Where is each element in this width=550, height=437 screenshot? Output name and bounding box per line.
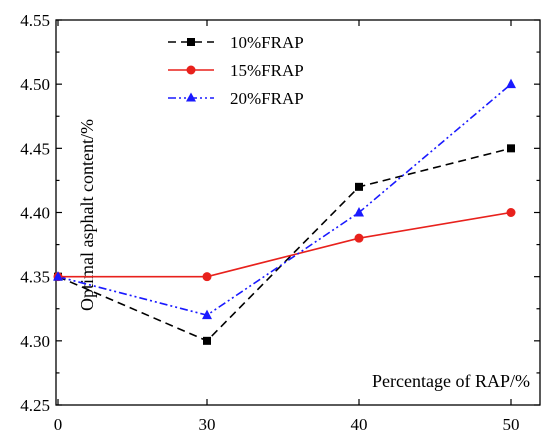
data-point-15frap <box>354 233 364 243</box>
legend: 10%FRAP 15%FRAP 20%FRAP <box>168 33 304 108</box>
series-line-20frap <box>57 83 512 317</box>
x-tick-label: 0 <box>54 415 63 434</box>
y-tick-label: 4.50 <box>20 75 50 94</box>
y-tick-label: 4.55 <box>20 11 50 30</box>
data-point-10frap <box>507 144 515 153</box>
legend-label-15frap: 15%FRAP <box>230 61 304 80</box>
legend-marker-15frap <box>186 65 196 75</box>
legend-item-15frap: 15%FRAP <box>168 61 304 80</box>
y-axis-tick-labels: 4.25 4.30 4.35 4.40 4.45 4.50 4.55 <box>20 11 50 415</box>
x-axis-title: Percentage of RAP/% <box>372 371 530 391</box>
x-tick-label: 40 <box>351 415 368 434</box>
series-line-15frap <box>58 211 512 278</box>
series-layer <box>53 78 516 345</box>
data-point-15frap <box>202 272 212 282</box>
data-point-20frap <box>53 271 63 281</box>
y-tick-label: 4.35 <box>20 268 50 287</box>
data-point-10frap <box>355 182 363 191</box>
legend-label-20frap: 20%FRAP <box>230 89 304 108</box>
legend-item-20frap: 20%FRAP <box>168 89 304 108</box>
x-tick-label: 30 <box>199 415 216 434</box>
legend-marker-10frap <box>187 38 195 46</box>
data-point-20frap <box>202 309 212 320</box>
series-line-10frap <box>57 147 512 342</box>
data-point-20frap <box>354 207 364 217</box>
data-point-20frap <box>506 78 516 89</box>
y-tick-label: 4.45 <box>20 139 50 158</box>
y-axis-title: Optimal asphalt content/% <box>77 119 97 311</box>
data-point-15frap <box>506 208 516 217</box>
data-point-10frap <box>203 336 211 345</box>
x-axis-tick-labels: 0 30 40 50 <box>54 415 520 434</box>
x-tick-label: 50 <box>503 415 520 434</box>
legend-marker-20frap <box>186 92 196 102</box>
legend-item-10frap: 10%FRAP <box>168 33 304 52</box>
y-tick-label: 4.40 <box>20 204 50 223</box>
legend-label-10frap: 10%FRAP <box>230 33 304 52</box>
y-tick-label: 4.25 <box>20 396 50 415</box>
x-axis-ticks <box>57 20 512 405</box>
y-tick-label: 4.30 <box>20 332 50 351</box>
